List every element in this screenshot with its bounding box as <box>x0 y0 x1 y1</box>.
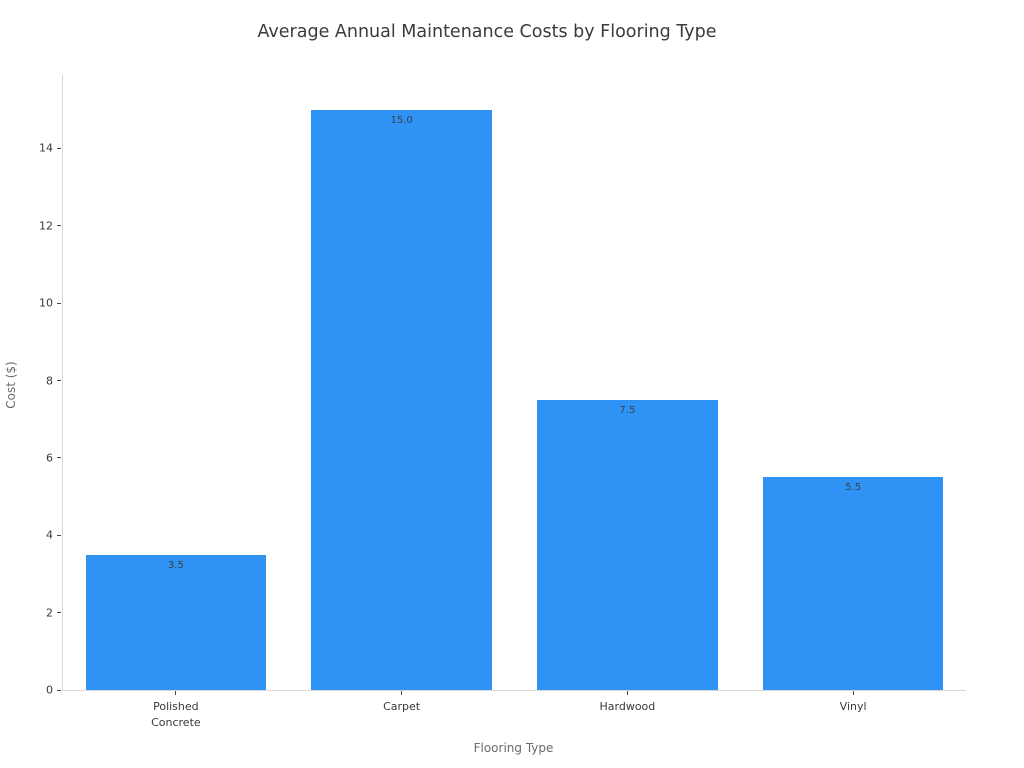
y-tick-mark <box>57 534 61 536</box>
y-tick-label: 0 <box>46 683 53 697</box>
y-tick-mark <box>57 380 61 382</box>
y-tick-mark <box>57 225 61 227</box>
x-tick-mark <box>626 691 628 695</box>
x-tick-label: Polished Concrete <box>151 700 201 729</box>
y-tick-label: 12 <box>39 219 53 233</box>
y-tick-mark <box>57 457 61 459</box>
y-tick-mark <box>57 612 61 614</box>
bar-vinyl <box>762 477 944 690</box>
y-tick-label: 10 <box>39 296 53 310</box>
bar-value-label: 15.0 <box>390 114 413 126</box>
y-tick-mark <box>57 689 61 691</box>
chart-title: Average Annual Maintenance Costs by Floo… <box>257 22 717 42</box>
x-tick-label: Carpet <box>383 700 421 713</box>
x-tick-mark <box>852 691 854 695</box>
y-tick-label: 14 <box>39 141 53 155</box>
x-axis-label: Flooring Type <box>473 741 554 755</box>
y-tick-label: 8 <box>46 374 53 388</box>
y-tick-label: 6 <box>46 451 53 465</box>
y-tick-mark <box>57 302 61 304</box>
y-tick-label: 2 <box>46 606 53 620</box>
bar-polished-concrete <box>85 554 267 690</box>
y-tick-label: 4 <box>46 528 53 542</box>
x-tick-label: Hardwood <box>599 700 656 713</box>
bar-value-label: 7.5 <box>619 404 636 416</box>
x-tick-label: Vinyl <box>839 700 867 713</box>
bar-value-label: 3.5 <box>167 559 184 571</box>
bar-hardwood <box>537 399 718 690</box>
x-tick-mark <box>401 691 403 695</box>
bar-carpet <box>311 109 492 690</box>
bar-value-label: 5.5 <box>845 482 862 494</box>
y-tick-mark <box>57 147 61 149</box>
plot-area: 3.5 15.0 7.5 5.5 0 2 4 6 8 10 12 14 Polished Concr… <box>39 75 966 729</box>
x-tick-mark <box>175 691 177 695</box>
